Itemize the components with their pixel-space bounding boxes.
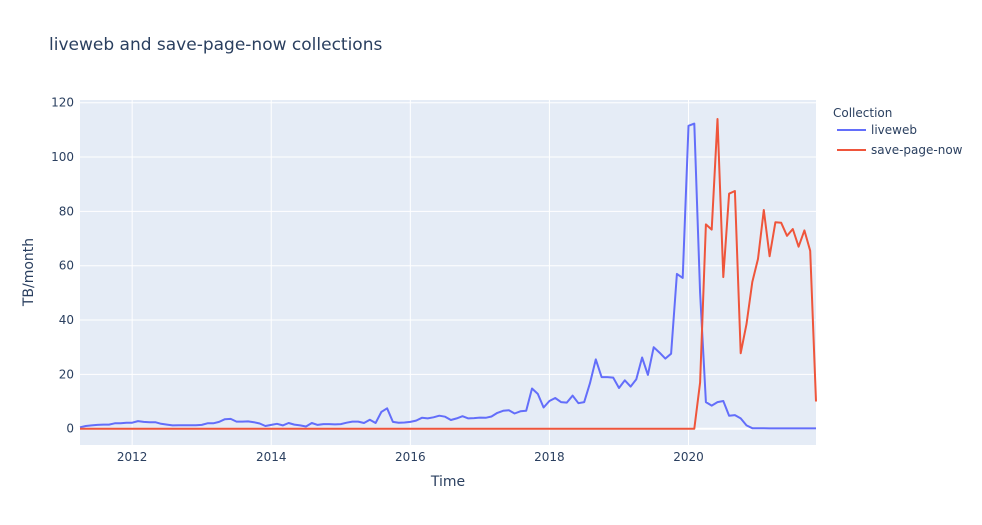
y-tick-label: 80 — [59, 204, 74, 218]
legend-title: Collection — [833, 106, 892, 120]
legend-item-save-page-now[interactable]: save-page-now — [837, 143, 963, 157]
y-tick-label: 0 — [66, 422, 74, 436]
legend[interactable]: Collection liveweb save-page-now — [833, 106, 963, 157]
y-axis-ticks: 0 20 40 60 80 100 120 — [51, 96, 74, 436]
x-tick-label: 2020 — [673, 450, 704, 464]
x-axis-title: Time — [430, 474, 465, 490]
y-tick-label: 100 — [51, 150, 74, 164]
y-tick-label: 120 — [51, 96, 74, 110]
y-tick-label: 20 — [59, 367, 74, 381]
x-tick-label: 2014 — [256, 450, 287, 464]
series-layer — [79, 118, 817, 430]
legend-label-save-page-now: save-page-now — [871, 143, 963, 157]
legend-item-liveweb[interactable]: liveweb — [837, 123, 917, 137]
x-tick-label: 2016 — [395, 450, 426, 464]
x-tick-label: 2018 — [534, 450, 565, 464]
y-axis-title: TB/month — [21, 238, 37, 307]
x-axis-ticks: 2012 2014 2016 2018 2020 — [117, 450, 704, 464]
series-line-save-page-now — [80, 118, 817, 430]
legend-label-liveweb: liveweb — [871, 123, 917, 137]
series-line-liveweb — [79, 122, 816, 430]
y-tick-label: 60 — [59, 259, 74, 273]
x-tick-label: 2012 — [117, 450, 148, 464]
y-tick-label: 40 — [59, 313, 74, 327]
chart-title: liveweb and save-page-now collections — [49, 35, 382, 55]
